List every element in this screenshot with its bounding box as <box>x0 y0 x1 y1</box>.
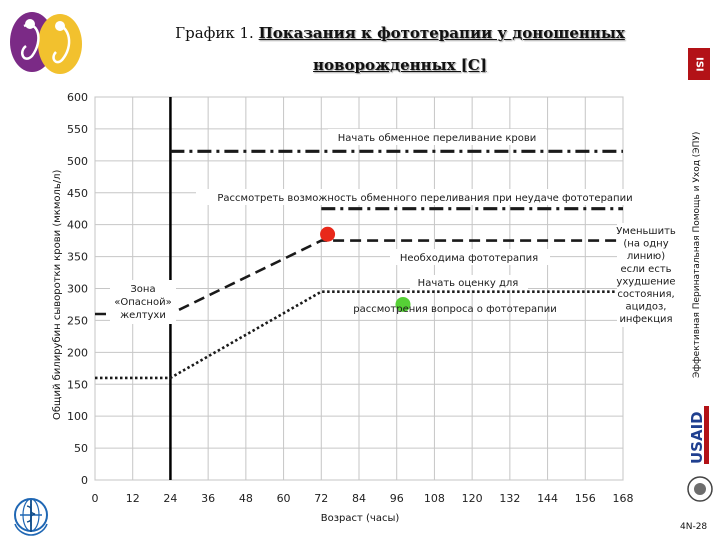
x-tick-label: 168 <box>613 492 634 505</box>
label-background <box>390 249 550 265</box>
x-tick-label: 156 <box>575 492 596 505</box>
y-tick-label: 250 <box>67 314 88 327</box>
reduce-note-line-6: состояния, <box>617 289 674 300</box>
y-tick-label: 300 <box>67 283 88 296</box>
y-tick-label: 600 <box>67 91 88 104</box>
x-tick-label: 0 <box>92 492 99 505</box>
page-number: 4N-28 <box>680 522 708 532</box>
label-background <box>410 275 528 290</box>
y-tick-label: 200 <box>67 346 88 359</box>
x-tick-label: 60 <box>277 492 291 505</box>
y-axis-label: Общий билирубин сыворотки крови (мкмоль/… <box>52 169 63 420</box>
y-tick-label: 50 <box>74 442 88 455</box>
y-tick-label: 0 <box>81 474 88 487</box>
x-tick-label: 120 <box>462 492 483 505</box>
reduce-note-line-2: (на одну <box>623 239 668 250</box>
y-tick-label: 550 <box>67 123 88 136</box>
reduce-note-line-1: Уменьшить <box>616 226 676 237</box>
start-assessment-line <box>95 290 623 380</box>
page-subtitle: новорожденных [C] <box>313 56 487 74</box>
isi-badge: ISI <box>688 48 710 80</box>
x-tick-label: 36 <box>201 492 215 505</box>
reduce-note-line-3: линию) <box>627 251 665 262</box>
green-point-marker <box>395 296 411 312</box>
reduce-note-line-7: ацидоз, <box>626 302 667 313</box>
danger-zone-label-3: желтухи <box>120 310 166 321</box>
phototherapy-needed-label: Необходима фототерапия <box>400 253 538 264</box>
chart-annotations: Начать обменное переливание крови Рассмот… <box>110 129 676 327</box>
chart-points <box>320 226 411 312</box>
danger-zone-label-1: Зона <box>130 284 155 295</box>
x-tick-label: 96 <box>390 492 404 505</box>
label-background <box>196 189 654 205</box>
eiu-logo-icon <box>687 476 713 502</box>
x-tick-label: 24 <box>163 492 177 505</box>
perinatal-logo-icon <box>10 12 82 74</box>
label-background <box>617 223 675 327</box>
exchange-transfusion-label: Начать обменное переливание крови <box>338 133 536 144</box>
who-emblem-icon <box>14 498 48 536</box>
x-tick-label: 12 <box>126 492 140 505</box>
usaid-logo-text: USAID <box>688 411 706 464</box>
start-assessment-label-2: рассмотрения вопроса о фототерапии <box>353 304 556 315</box>
danger-zone-label-2: «Опасной» <box>114 297 171 308</box>
reduce-note-line-4: если есть <box>620 264 671 275</box>
x-tick-label: 108 <box>424 492 445 505</box>
y-tick-label: 500 <box>67 155 88 168</box>
bilirubin-chart: 0 12 24 36 48 60 72 84 96 108 120 132 144 156 168 0 50 10… <box>52 91 676 524</box>
y-tick-label: 150 <box>67 378 88 391</box>
label-background <box>110 280 176 324</box>
consider-exchange-label: Рассмотреть возможность обменного перели… <box>217 193 632 204</box>
reduce-note-line-5: ухудшение <box>616 276 675 287</box>
title-main: Показания к фототерапии у доношенных <box>258 24 625 42</box>
reduce-note-line-8: инфекция <box>619 314 672 325</box>
y-tick-label: 450 <box>67 187 88 200</box>
red-point-marker <box>320 226 336 242</box>
x-tick-label: 72 <box>314 492 328 505</box>
x-tick-label: 144 <box>537 492 558 505</box>
x-axis-label: Возраст (часы) <box>321 513 400 524</box>
y-tick-label: 350 <box>67 251 88 264</box>
label-background <box>328 129 546 145</box>
sidebar-org-text: Эффективная Перинатальная Помощь и Уход … <box>692 131 702 378</box>
usaid-logo-icon: USAID <box>688 406 709 464</box>
y-tick-label: 100 <box>67 410 88 423</box>
x-tick-label: 132 <box>499 492 520 505</box>
x-tick-label: 84 <box>352 492 366 505</box>
y-tick-label: 400 <box>67 219 88 232</box>
start-assessment-label-1: Начать оценку для <box>418 278 519 289</box>
chart-axes: 0 12 24 36 48 60 72 84 96 108 120 132 144 156 168 0 50 10… <box>52 91 634 524</box>
page-title: График 1. Показания к фототерапии у доно… <box>140 24 660 42</box>
x-tick-label: 48 <box>239 492 253 505</box>
title-prefix: График 1. <box>175 24 254 42</box>
